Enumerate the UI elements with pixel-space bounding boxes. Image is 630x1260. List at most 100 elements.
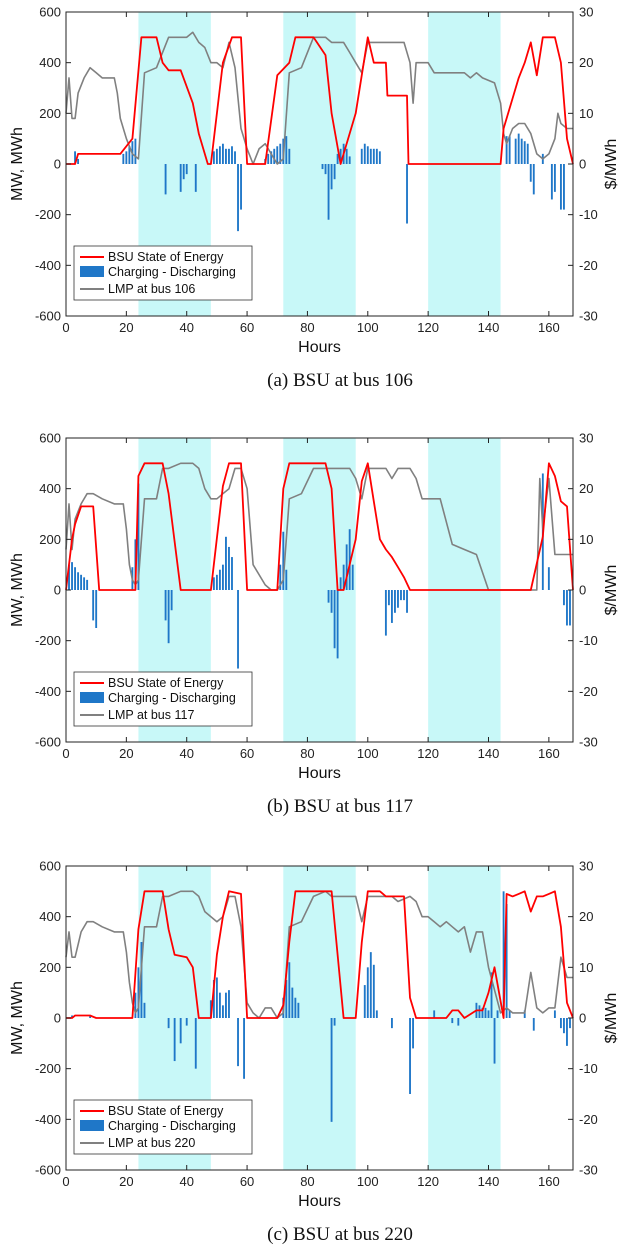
x-tick-label: 40 <box>179 746 193 761</box>
figure-caption: (b) BSU at bus 117 <box>267 796 413 817</box>
figure-caption: (c) BSU at bus 220 <box>267 1224 413 1245</box>
bar-mark <box>559 1018 562 1029</box>
bar-mark <box>321 164 324 170</box>
y2-tick-label: -20 <box>579 684 598 699</box>
y2-tick-label: 20 <box>579 909 593 924</box>
bar-mark <box>294 997 297 1018</box>
bar-mark <box>569 1018 571 1029</box>
bar-mark <box>387 590 390 606</box>
x-tick-label: 20 <box>119 1174 133 1189</box>
bar-mark <box>285 980 288 1018</box>
bar-mark <box>563 1018 565 1034</box>
bar-mark <box>569 590 571 626</box>
bar-mark <box>134 992 137 1018</box>
bar-mark <box>285 136 288 164</box>
x-tick-label: 160 <box>538 1174 560 1189</box>
y-tick-label: -600 <box>35 309 61 324</box>
bar-mark <box>372 148 375 164</box>
bar-mark <box>490 972 493 1018</box>
x-tick-label: 120 <box>417 746 439 761</box>
bar-mark <box>375 148 378 164</box>
bar-mark <box>336 153 339 164</box>
y2-tick-label: 10 <box>579 960 593 975</box>
x-tick-label: 140 <box>478 1174 500 1189</box>
bar-mark <box>345 544 348 590</box>
bar-mark <box>457 1018 460 1026</box>
y2-tick-label: -20 <box>579 258 598 273</box>
bar-mark <box>348 156 351 164</box>
bar-mark <box>406 164 408 224</box>
bar-mark <box>125 151 128 164</box>
y-tick-label: 600 <box>39 5 61 20</box>
y-axis-label: MW, MWh <box>9 127 26 201</box>
bar-mark <box>520 138 523 164</box>
y-tick-label: -400 <box>35 258 61 273</box>
bar-mark <box>228 148 230 164</box>
x-tick-label: 100 <box>357 746 379 761</box>
bar-mark <box>182 164 185 180</box>
bar-mark <box>212 151 215 164</box>
bar-mark <box>225 992 227 1018</box>
bar-mark <box>167 1018 170 1029</box>
bar-mark <box>330 1018 333 1122</box>
bar-mark <box>375 1010 378 1018</box>
bar-mark <box>330 590 333 613</box>
bar-mark <box>80 574 83 590</box>
bar-mark <box>164 164 167 195</box>
y2-tick-label: -30 <box>579 309 598 324</box>
bar-mark <box>128 146 131 164</box>
x-tick-label: 60 <box>240 746 254 761</box>
bar-mark <box>140 942 143 1018</box>
bar-mark <box>77 158 80 164</box>
bar-mark <box>517 133 520 164</box>
bar-mark <box>327 590 330 603</box>
bar-mark <box>333 1018 336 1026</box>
x-tick-label: 0 <box>62 320 69 335</box>
bar-mark <box>225 148 227 164</box>
x-tick-label: 20 <box>119 746 133 761</box>
x-axis-label: Hours <box>298 339 341 356</box>
bar-mark <box>366 146 369 164</box>
legend-swatch-bars <box>80 1120 104 1131</box>
bar-mark <box>218 146 221 164</box>
bar-mark <box>451 1018 454 1024</box>
bar-mark <box>215 977 218 1018</box>
y-tick-label: -200 <box>35 1061 61 1076</box>
bar-mark <box>394 590 396 613</box>
y-tick-label: 0 <box>54 1011 61 1026</box>
legend-label: BSU State of Energy <box>108 250 224 264</box>
legend-label: BSU State of Energy <box>108 676 224 690</box>
x-tick-label: 160 <box>538 320 560 335</box>
y-tick-label: 200 <box>39 960 61 975</box>
bar-mark <box>137 967 140 1018</box>
bar-mark <box>89 1015 92 1018</box>
x-tick-label: 160 <box>538 746 560 761</box>
bar-mark <box>234 151 236 164</box>
bar-mark <box>563 590 565 606</box>
bar-mark <box>221 143 224 164</box>
bar-mark <box>400 590 402 601</box>
y-tick-label: 200 <box>39 532 61 547</box>
bar-mark <box>345 148 348 164</box>
legend-swatch-bars <box>80 266 104 277</box>
y2-axis-label: $/MWh <box>603 139 620 190</box>
bar-mark <box>481 1007 484 1018</box>
bar-mark <box>68 564 70 590</box>
bar-mark <box>553 1010 556 1018</box>
bar-mark <box>231 146 233 164</box>
bar-mark <box>237 1018 239 1067</box>
bar-mark <box>218 569 221 590</box>
bar-mark <box>77 572 80 590</box>
y-tick-label: 400 <box>39 481 61 496</box>
bar-mark <box>333 590 336 649</box>
bar-mark <box>390 1018 393 1029</box>
bar-mark <box>179 164 182 192</box>
bar-mark <box>92 590 95 621</box>
shaded-interval <box>283 438 356 742</box>
bar-mark <box>225 536 227 590</box>
y2-tick-label: -10 <box>579 1061 598 1076</box>
y-axis-label: MW, MWh <box>9 981 26 1055</box>
y-tick-label: 0 <box>54 157 61 172</box>
bar-mark <box>508 1010 511 1018</box>
